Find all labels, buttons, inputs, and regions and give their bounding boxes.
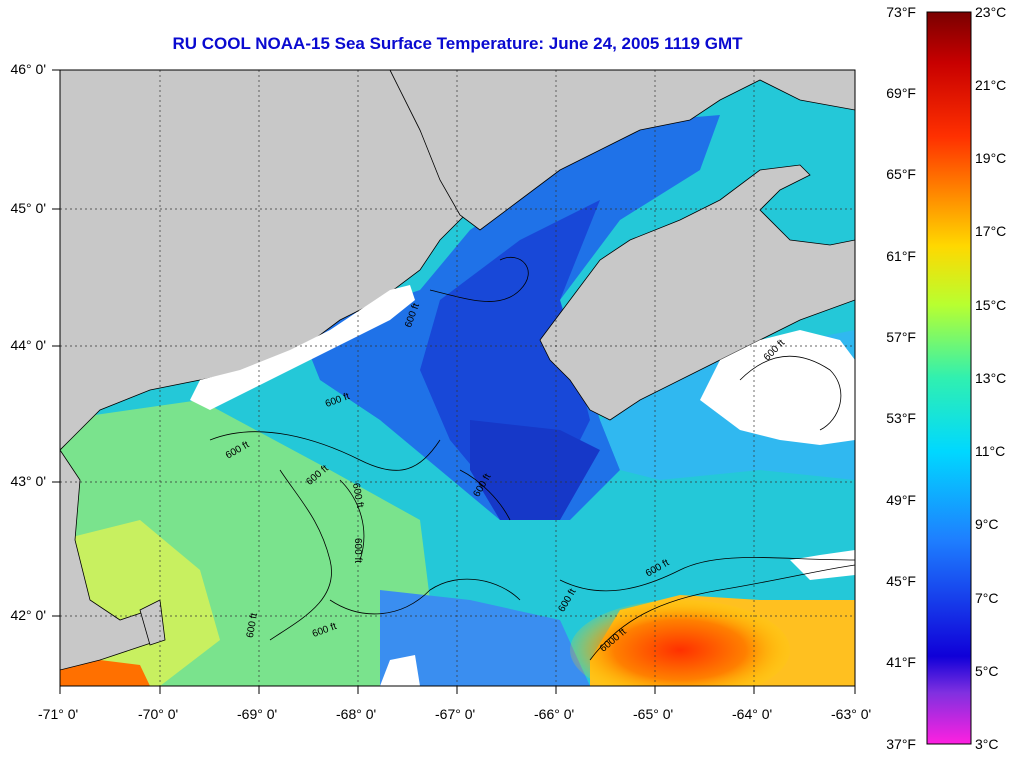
colorbar-f-label: 37°F — [886, 736, 916, 752]
colorbar — [926, 11, 972, 745]
cloud-cover — [190, 285, 415, 410]
colorbar-c-label: 23°C — [975, 4, 1007, 20]
lat-label: 43° 0' — [10, 473, 46, 489]
colorbar-f-label: 65°F — [886, 166, 916, 182]
colorbar-f-label: 49°F — [886, 492, 916, 508]
colorbar-c-label: 13°C — [975, 370, 1007, 386]
map-title: RU COOL NOAA-15 Sea Surface Temperature:… — [172, 34, 743, 53]
colorbar-f-label: 45°F — [886, 573, 916, 589]
lat-label: 45° 0' — [10, 200, 46, 216]
lon-label: -65° 0' — [633, 706, 674, 722]
colorbar-c-label: 11°C — [975, 443, 1006, 459]
colorbar-f-label: 73°F — [886, 4, 916, 20]
lon-label: -69° 0' — [237, 706, 278, 722]
colorbar-f-label: 53°F — [886, 410, 916, 426]
land-new-brunswick — [389, 70, 855, 231]
lat-label: 44° 0' — [10, 337, 46, 353]
colorbar-f-label: 61°F — [886, 248, 916, 264]
lon-label: -70° 0' — [138, 706, 179, 722]
lon-label: -71° 0' — [38, 706, 79, 722]
colorbar-c-label: 15°C — [975, 297, 1007, 313]
colorbar-f-label: 69°F — [886, 85, 916, 101]
lon-label: -68° 0' — [336, 706, 377, 722]
colorbar-c-label: 7°C — [975, 590, 999, 606]
colorbar-c-label: 19°C — [975, 150, 1007, 166]
lat-label: 46° 0' — [10, 61, 46, 77]
contour-label: 600 ft — [352, 537, 364, 564]
lon-label: -66° 0' — [534, 706, 575, 722]
colorbar-f-label: 41°F — [886, 654, 916, 670]
colorbar-c-label: 17°C — [975, 223, 1007, 239]
lon-label: -63° 0' — [831, 706, 872, 722]
colorbar-c-label: 21°C — [975, 77, 1007, 93]
lat-label: 42° 0' — [10, 607, 46, 623]
lon-label: -67° 0' — [435, 706, 476, 722]
depth-contours — [209, 257, 855, 661]
land-nova-scotia — [539, 164, 855, 421]
colorbar-c-label: 5°C — [975, 663, 999, 679]
lon-label: -64° 0' — [732, 706, 773, 722]
colorbar-c-label: 3°C — [975, 736, 999, 752]
colorbar-c-label: 9°C — [975, 516, 999, 532]
colorbar-f-label: 57°F — [886, 329, 916, 345]
cloud-cover — [700, 330, 855, 445]
